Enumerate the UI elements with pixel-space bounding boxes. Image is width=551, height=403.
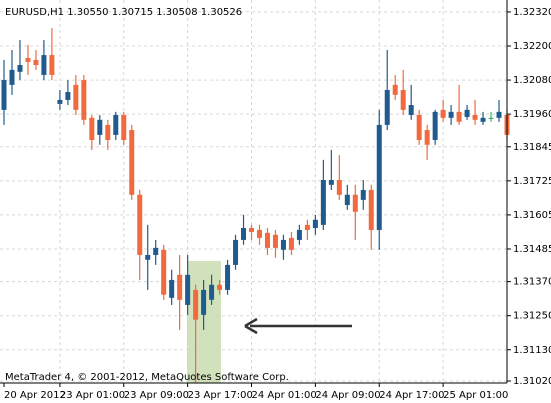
candle-body (400, 90, 406, 110)
candle-body (320, 180, 326, 225)
candle-body (344, 194, 350, 205)
y-tick-label: 1.31485 (513, 244, 551, 255)
candle-body (89, 117, 95, 140)
candle-body (272, 234, 278, 248)
candle-body (153, 247, 159, 255)
candle-body (9, 69, 15, 85)
candle-body (280, 239, 286, 250)
candle-body (201, 289, 207, 315)
candle-body (169, 279, 175, 298)
candle-body (113, 114, 119, 135)
candle-body (81, 80, 87, 120)
candle-body (177, 274, 183, 300)
candles (1, 28, 510, 383)
candle-body (49, 55, 55, 75)
candle-body (488, 117, 494, 120)
y-tick-label: 1.31845 (513, 142, 551, 153)
candle-body (137, 194, 143, 255)
candle-body (288, 237, 294, 250)
candle-body (456, 111, 462, 122)
candle-body (17, 65, 23, 72)
candle-body (352, 194, 358, 212)
candle-body (233, 239, 239, 265)
candle-body (129, 130, 135, 195)
candle-body (408, 105, 414, 115)
candle-body (217, 284, 223, 290)
candle-body (312, 219, 318, 228)
y-tick-label: 1.31370 (513, 277, 551, 288)
candle-body (424, 130, 430, 145)
y-tick-label: 1.31250 (513, 311, 551, 322)
candle-body (193, 289, 199, 320)
y-tick-label: 1.31725 (513, 176, 551, 187)
candle-body (121, 114, 127, 140)
candle-body (496, 111, 502, 118)
candle-body (161, 249, 167, 295)
candle-body (328, 180, 334, 185)
candle-body (464, 109, 470, 117)
candle-body (376, 124, 382, 230)
candle-body (241, 227, 247, 240)
candle-body (304, 224, 310, 230)
candle-body (360, 189, 366, 200)
candle-body (432, 111, 438, 140)
candle-body (1, 80, 7, 110)
candle-body (336, 180, 342, 195)
y-tick-label: 1.31960 (513, 109, 551, 120)
candle-body (41, 55, 47, 75)
candle-body (472, 114, 478, 120)
candle-body (185, 274, 191, 305)
x-tick-label: 24 Apr 09:00 (315, 390, 380, 401)
candle-body (33, 59, 39, 66)
candle-body (440, 109, 446, 118)
candle-body (264, 232, 270, 248)
candle-body (249, 227, 255, 232)
x-tick-label: 24 Apr 01:00 (252, 390, 317, 401)
candle-body (416, 114, 422, 140)
candle-body (57, 99, 63, 104)
x-tick-label: 23 Apr 09:00 (124, 390, 189, 401)
y-tick-label: 1.31605 (513, 210, 551, 221)
candle-body (145, 254, 151, 260)
y-tick-label: 1.32200 (513, 41, 551, 52)
x-tick-label: 23 Apr 17:00 (188, 390, 253, 401)
y-tick-label: 1.31130 (513, 345, 551, 356)
candle-body (368, 189, 374, 230)
axis-labels: 1.32320 1.32200 1.32080 1.31960 1.31845 1.317… (3, 7, 551, 401)
candle-body (480, 117, 486, 122)
candle-body (209, 284, 215, 300)
candle-body (97, 119, 103, 135)
candle-body (73, 84, 79, 110)
y-tick-label: 1.31020 (513, 376, 551, 387)
candle-body (25, 57, 31, 62)
chart-title: EURUSD,H1 1.30550 1.30715 1.30508 1.3052… (5, 7, 242, 18)
candle-body (392, 84, 398, 95)
footer: MetaTrader 4, © 2001-2012, MetaQuotes So… (5, 372, 289, 383)
candle-body (296, 229, 302, 240)
arrow-head (244, 317, 258, 335)
candle-body (225, 264, 231, 290)
candle-body (256, 229, 262, 238)
candle-body (65, 91, 71, 100)
y-tick-label: 1.32320 (513, 7, 551, 18)
y-tick-label: 1.32080 (513, 75, 551, 86)
x-tick-label: 20 Apr 2012 (4, 390, 66, 401)
candle-body (448, 111, 454, 118)
candle-body (105, 124, 111, 140)
x-tick-label: 25 Apr 01:00 (443, 390, 508, 401)
candle-body (384, 90, 390, 125)
x-tick-label: 23 Apr 01:00 (60, 390, 125, 401)
x-tick-label: 24 Apr 17:00 (379, 390, 444, 401)
